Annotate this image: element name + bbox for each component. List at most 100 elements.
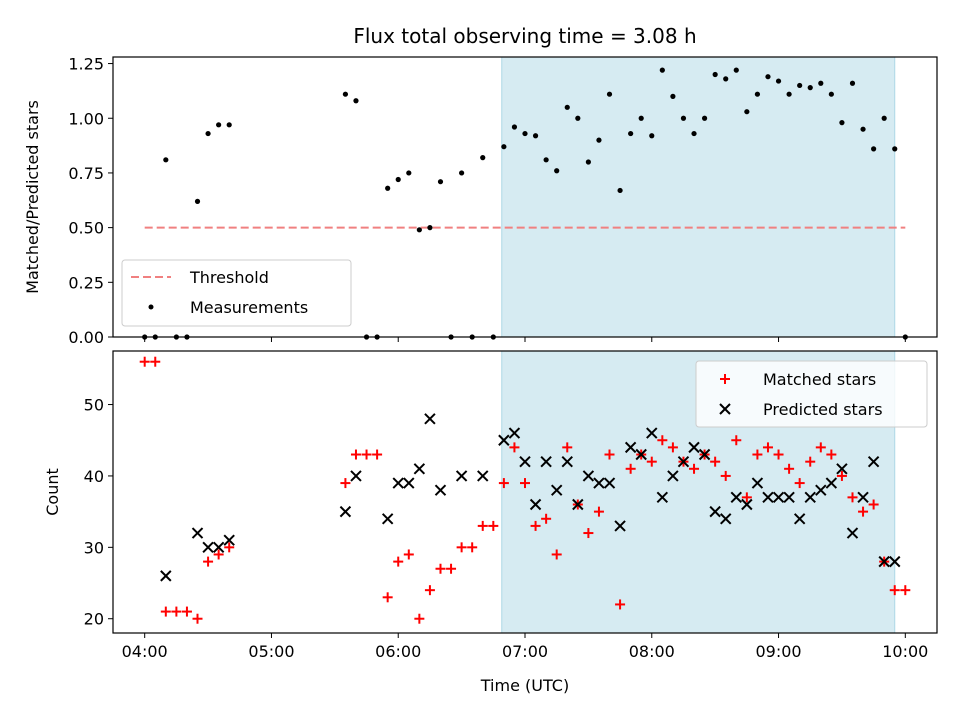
matched-star-point	[203, 556, 214, 567]
predicted-star-point	[751, 477, 764, 489]
chart-title: Flux total observing time = 3.08 h	[353, 24, 696, 48]
x-tick-label: 08:00	[629, 642, 675, 661]
measurement-point	[564, 104, 570, 110]
predicted-star-point	[667, 470, 679, 482]
measurement-point	[797, 82, 803, 89]
measurement-point	[723, 76, 729, 82]
count-y-tick-label: 50	[84, 396, 104, 415]
ratio-y-tick-label: 0.25	[68, 273, 104, 292]
matched-star-point	[583, 528, 594, 539]
predicted-star-point	[603, 477, 616, 489]
matched-star-point	[393, 556, 404, 567]
measurement-point	[554, 168, 560, 174]
legend-measurements-swatch	[148, 304, 154, 310]
matched-star-point	[646, 456, 657, 467]
predicted-star-point	[709, 505, 721, 518]
measurement-point	[828, 91, 834, 97]
measurement-point	[786, 91, 792, 97]
matched-star-point	[710, 456, 721, 467]
predicted-star-point	[836, 463, 848, 475]
predicted-star-point	[741, 498, 753, 511]
predicted-star-point	[223, 534, 235, 546]
predicted-star-point	[202, 541, 214, 554]
predicted-star-point	[857, 491, 869, 504]
predicted-star-point	[772, 491, 785, 504]
matched-star-point	[689, 463, 700, 474]
predicted-star-point	[403, 477, 415, 489]
predicted-star-point	[825, 477, 838, 489]
measurement-point	[839, 120, 845, 126]
matched-star-point	[625, 463, 636, 474]
matched-star-point	[889, 585, 900, 596]
matched-star-point	[192, 613, 203, 624]
matched-star-point	[520, 478, 530, 489]
matched-star-point	[794, 478, 805, 489]
measurement-point	[754, 91, 761, 97]
matched-star-point	[805, 456, 816, 467]
measurement-point	[765, 74, 771, 80]
predicted-star-point	[720, 513, 732, 525]
x-axis-label: Time (UTC)	[480, 676, 569, 695]
ratio-shaded-span	[501, 56, 896, 338]
predicted-star-point	[783, 491, 795, 504]
matched-star-point	[720, 470, 731, 481]
predicted-star-point	[646, 427, 658, 439]
matched-star-point	[741, 492, 752, 503]
matched-star-point	[160, 606, 171, 617]
measurement-point	[194, 198, 201, 204]
matched-star-point	[424, 585, 435, 596]
matched-star-point	[150, 356, 161, 367]
predicted-star-point	[434, 484, 447, 496]
measurement-point	[522, 130, 528, 137]
predicted-star-point	[582, 470, 595, 482]
matched-star-point	[139, 356, 150, 367]
legend-matched-marker	[720, 374, 730, 384]
measurement-point	[532, 133, 539, 139]
predicted-star-point	[392, 477, 404, 489]
predicted-star-point	[160, 570, 172, 582]
matched-star-point	[562, 442, 573, 453]
matched-star-point	[456, 542, 467, 553]
legend-predicted-marker	[719, 403, 731, 415]
measurement-point	[543, 157, 549, 163]
measurement-point	[881, 115, 887, 121]
matched-star-point	[224, 542, 235, 553]
measurement-point	[849, 80, 856, 86]
measurement-point	[511, 124, 518, 130]
measurement-point	[659, 67, 665, 73]
predicted-star-point	[212, 541, 225, 554]
legend-predicted-swatch	[719, 403, 731, 415]
predicted-star-point	[730, 491, 742, 504]
matched-star-point	[667, 442, 678, 453]
predicted-star-point	[561, 455, 573, 468]
measurement-point	[744, 109, 750, 115]
matched-star-point	[435, 563, 446, 574]
matched-star-point	[657, 435, 668, 446]
count-y-tick-label: 30	[84, 538, 104, 557]
predicted-star-point	[889, 555, 901, 568]
ratio-y-tick-label: 1.00	[68, 109, 104, 128]
matched-star-point	[403, 549, 414, 560]
x-tick-label: 10:00	[882, 642, 928, 661]
matched-star-point	[361, 449, 372, 460]
matched-star-point	[900, 585, 911, 596]
measurement-point	[775, 78, 782, 84]
ratio-panel: 0.00 0.25 0.50 0.75 1.00 1.25 Matched/Predict…	[23, 55, 938, 347]
matched-star-point	[868, 499, 879, 510]
matched-star-point	[181, 606, 192, 617]
measurement-point	[617, 187, 623, 194]
matched-star-point	[752, 449, 763, 460]
predicted-star-point	[477, 470, 489, 482]
x-tick-label: 05:00	[248, 642, 294, 661]
predicted-star-point	[508, 427, 521, 439]
matched-star-point	[382, 592, 393, 603]
predicted-star-point	[339, 505, 352, 518]
measurement-point	[575, 115, 581, 121]
matched-star-point	[509, 442, 520, 453]
predicted-star-point	[350, 470, 362, 482]
measurement-point	[205, 130, 211, 137]
x-tick-label: 04:00	[122, 642, 168, 661]
matched-star-point	[615, 599, 626, 610]
measurement-point	[226, 122, 232, 128]
